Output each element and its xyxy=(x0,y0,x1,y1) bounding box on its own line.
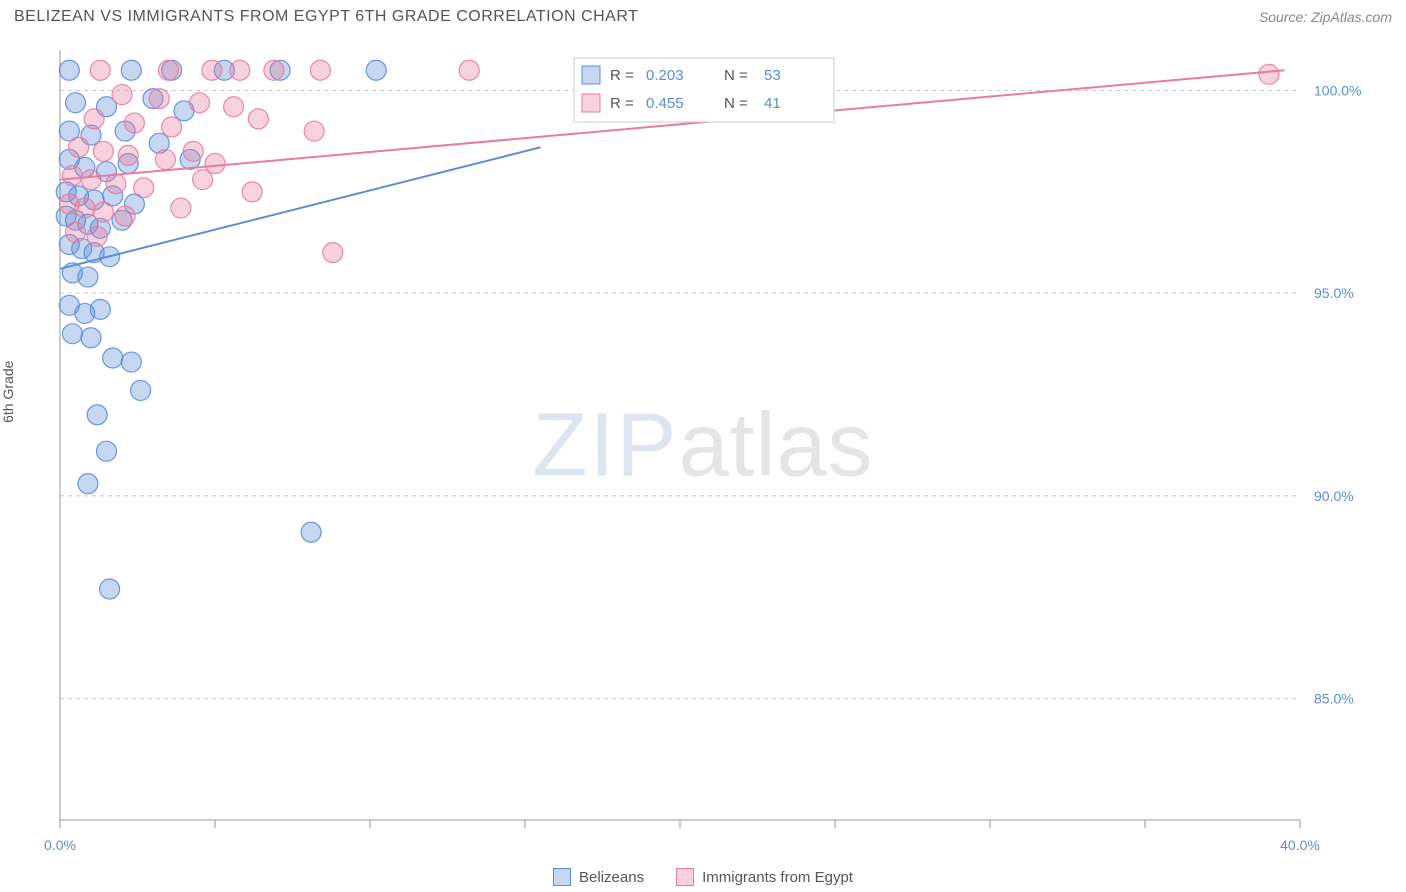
legend-item-egypt: Immigrants from Egypt xyxy=(676,868,853,886)
chart-header: BELIZEAN VS IMMIGRANTS FROM EGYPT 6TH GR… xyxy=(0,0,1406,30)
legend-swatch xyxy=(676,868,694,886)
svg-text:90.0%: 90.0% xyxy=(1314,488,1354,504)
svg-text:41: 41 xyxy=(764,95,781,112)
chart-title: BELIZEAN VS IMMIGRANTS FROM EGYPT 6TH GR… xyxy=(14,8,638,26)
legend-label: Immigrants from Egypt xyxy=(702,869,853,886)
scatter-chart: 85.0% 90.0% 95.0% 100.0% 0.0% 40.0% R = 0.203 N … xyxy=(14,40,1392,852)
svg-text:40.0%: 40.0% xyxy=(1280,837,1320,852)
chart-area: 6th Grade 85.0%90.0%95.0%100.0%0.0%40.0%… xyxy=(14,40,1392,852)
legend-item-belizeans: Belizeans xyxy=(553,868,644,886)
svg-text:R =: R = xyxy=(610,95,634,112)
svg-text:0.0%: 0.0% xyxy=(44,837,76,852)
y-axis-label: 6th Grade xyxy=(0,361,16,423)
svg-text:R =: R = xyxy=(610,67,634,84)
svg-text:N =: N = xyxy=(724,95,748,112)
svg-text:0.455: 0.455 xyxy=(646,95,684,112)
legend-swatch xyxy=(553,868,571,886)
svg-text:95.0%: 95.0% xyxy=(1314,285,1354,301)
legend-label: Belizeans xyxy=(579,869,644,886)
svg-text:85.0%: 85.0% xyxy=(1314,690,1354,706)
svg-text:100.0%: 100.0% xyxy=(1314,83,1361,99)
svg-text:53: 53 xyxy=(764,67,781,84)
chart-source: Source: ZipAtlas.com xyxy=(1259,9,1392,25)
legend: Belizeans Immigrants from Egypt xyxy=(0,868,1406,886)
svg-text:N =: N = xyxy=(724,67,748,84)
svg-text:0.203: 0.203 xyxy=(646,67,684,84)
